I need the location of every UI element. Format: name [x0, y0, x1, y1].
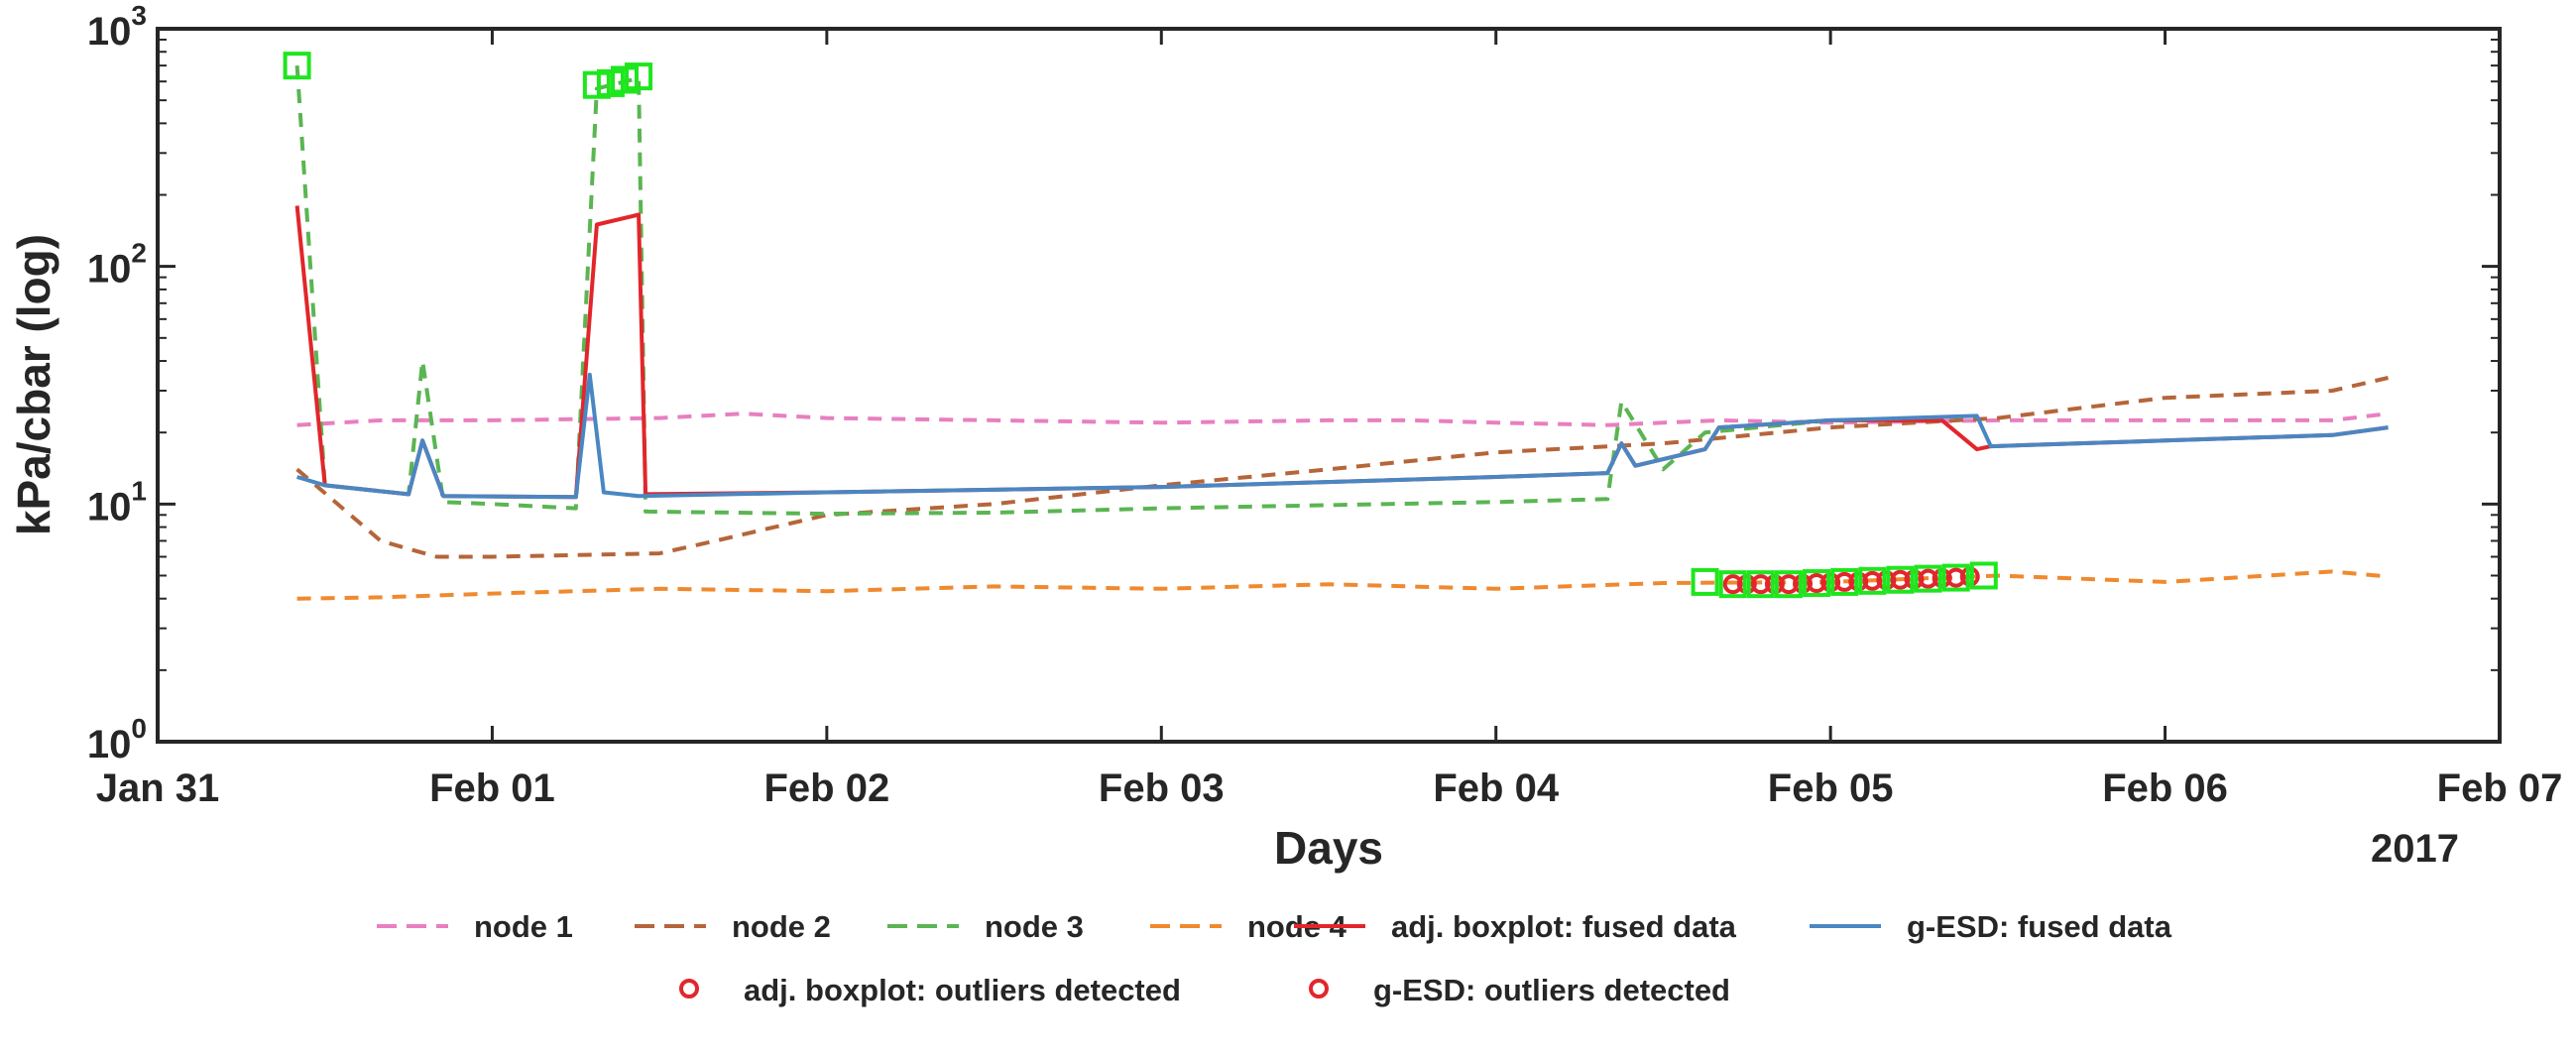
markers-layer	[283, 52, 1998, 599]
x-axis-title: Days	[1274, 822, 1383, 874]
y-tick-base: 10	[87, 10, 132, 54]
x-tick-label: Feb 07	[2437, 766, 2563, 810]
legend-marker-swatch	[679, 979, 699, 999]
series-line-adj-boxplot-fused-data	[294, 205, 2389, 500]
outlier-square-marker	[1691, 567, 1719, 596]
x-tick-label: Feb 03	[1099, 766, 1225, 810]
outlier-square-marker	[1718, 570, 1747, 599]
outlier-square-marker	[1746, 570, 1775, 599]
y-tick-base: 10	[87, 485, 132, 529]
outlier-square-marker	[1830, 567, 1859, 596]
outlier-square-marker	[1914, 564, 1942, 593]
y-tick-exponent: 3	[131, 0, 147, 31]
y-tick-label: 103	[87, 0, 147, 54]
y-axis-title: kPa/cbar (log)	[8, 234, 59, 535]
legend-label: g-ESD: outliers detected	[1373, 973, 1730, 1007]
series-line-node-2	[295, 376, 2389, 559]
y-tick-exponent: 0	[131, 713, 147, 744]
y-tick-exponent: 1	[131, 475, 147, 506]
outlier-square-marker	[1858, 566, 1887, 595]
outlier-square-marker	[1969, 561, 1998, 590]
outlier-square-marker	[283, 52, 311, 80]
y-tick-base: 10	[87, 723, 132, 766]
y-tick-exponent: 2	[131, 238, 147, 269]
series-line-node-1	[296, 412, 2389, 427]
outlier-square-marker	[610, 65, 639, 94]
legend-label: g-ESD: fused data	[1907, 909, 2172, 944]
y-tick-label: 101	[87, 475, 147, 529]
x-tick-label: Feb 05	[1768, 766, 1894, 810]
x-tick-label: Feb 06	[2102, 766, 2228, 810]
legend-marker-swatch	[1309, 979, 1329, 999]
series-line-g-esd-fused-data	[296, 372, 2389, 500]
legend: node 1 node 2 node 3 node 4 adj. boxplot: fu…	[377, 909, 2172, 1007]
y-tick-label: 102	[87, 238, 147, 292]
y-tick-label: 100	[87, 713, 147, 766]
axes-layer: Jan 31 Feb 01 Feb 02 Feb 03 Feb 04 Feb 05 Feb …	[87, 0, 2562, 810]
y-tick-base: 10	[87, 248, 132, 292]
legend-label: node 3	[985, 909, 1084, 944]
legend-label: adj. boxplot: fused data	[1391, 909, 1737, 944]
outlier-square-marker	[596, 68, 625, 97]
outlier-circle-marker	[1959, 566, 1980, 587]
x-tick-label: Feb 01	[429, 766, 555, 810]
legend-label: node 2	[732, 909, 831, 944]
series-line-node-3	[294, 64, 1942, 517]
outlier-square-marker	[1941, 563, 1970, 592]
series-layer	[294, 64, 2389, 601]
legend-label: adj. boxplot: outliers detected	[744, 973, 1181, 1007]
outlier-square-marker	[1803, 569, 1831, 598]
plot-frame	[156, 27, 2502, 744]
series-line-node-4	[296, 569, 2389, 601]
outlier-square-marker	[625, 62, 653, 91]
outlier-square-marker	[582, 70, 611, 99]
x-tick-label: Feb 02	[763, 766, 889, 810]
outlier-square-marker	[1774, 570, 1803, 599]
outlier-square-marker	[1886, 565, 1915, 594]
year-label: 2017	[2371, 827, 2459, 871]
x-tick-label: Feb 04	[1433, 766, 1559, 810]
legend-label: node 1	[474, 909, 573, 944]
x-tick-label: Jan 31	[96, 766, 220, 810]
